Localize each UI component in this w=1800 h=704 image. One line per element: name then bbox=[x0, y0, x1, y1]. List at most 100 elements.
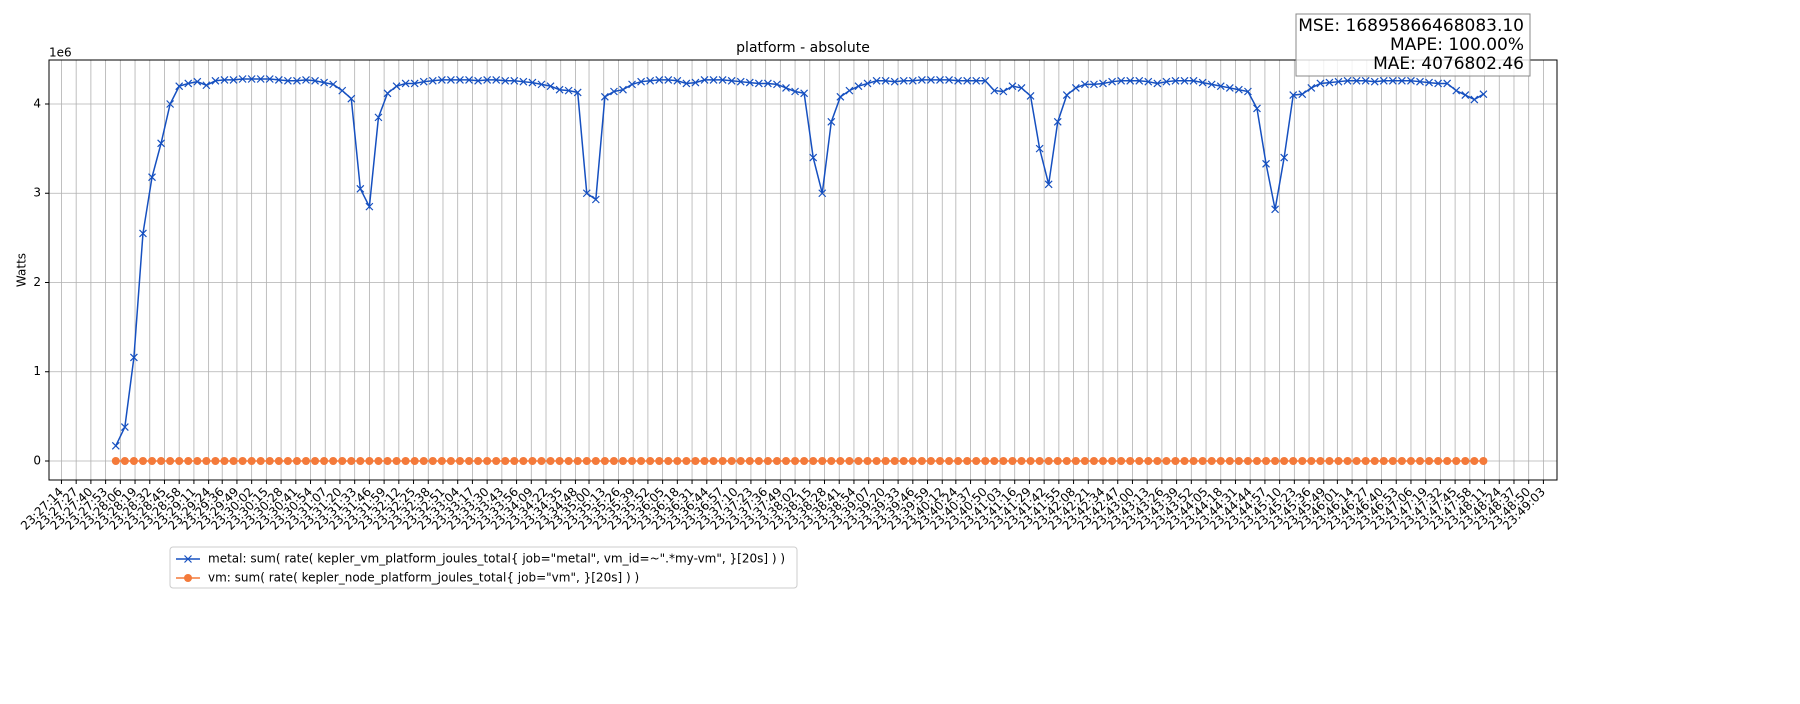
point-marker bbox=[1044, 456, 1053, 465]
point-marker bbox=[917, 75, 926, 84]
point-marker bbox=[419, 456, 428, 465]
point-marker bbox=[1379, 456, 1388, 465]
point-marker bbox=[727, 456, 736, 465]
point-marker bbox=[1099, 79, 1107, 88]
point-marker bbox=[1307, 456, 1316, 465]
point-marker bbox=[1243, 456, 1252, 465]
point-marker bbox=[890, 456, 899, 465]
point-marker bbox=[1379, 76, 1388, 85]
point-marker bbox=[329, 456, 338, 465]
point-marker bbox=[202, 81, 211, 90]
point-marker bbox=[899, 456, 908, 465]
point-marker bbox=[981, 456, 990, 465]
point-marker bbox=[682, 79, 691, 88]
point-marker bbox=[1108, 456, 1117, 465]
point-marker bbox=[990, 86, 999, 95]
point-marker bbox=[202, 456, 211, 465]
point-marker bbox=[1189, 76, 1198, 85]
point-marker bbox=[274, 75, 283, 84]
point-marker bbox=[383, 456, 392, 465]
point-marker bbox=[863, 79, 872, 88]
point-marker bbox=[220, 75, 229, 84]
point-marker bbox=[1407, 76, 1415, 85]
point-marker bbox=[157, 456, 166, 465]
point-marker bbox=[302, 75, 310, 84]
point-marker bbox=[1035, 144, 1044, 153]
point-marker bbox=[1062, 456, 1071, 465]
point-marker bbox=[854, 456, 863, 465]
point-marker bbox=[646, 76, 655, 85]
point-marker bbox=[365, 456, 374, 465]
point-marker bbox=[700, 456, 709, 465]
stats-text: MSE: 16895866468083.10 bbox=[1298, 16, 1524, 36]
point-marker bbox=[1289, 91, 1298, 99]
point-marker bbox=[836, 92, 845, 101]
point-marker bbox=[555, 456, 564, 465]
point-marker bbox=[148, 173, 156, 182]
point-marker bbox=[745, 456, 754, 465]
point-marker bbox=[990, 456, 999, 465]
point-marker bbox=[184, 79, 193, 88]
point-marker bbox=[772, 456, 781, 465]
point-marker bbox=[591, 456, 600, 465]
point-marker bbox=[419, 77, 428, 86]
point-marker bbox=[945, 75, 953, 84]
point-marker bbox=[410, 79, 419, 88]
point-marker bbox=[474, 76, 483, 85]
stats-box bbox=[1295, 13, 1531, 77]
point-marker bbox=[1361, 76, 1370, 85]
point-marker bbox=[510, 76, 519, 85]
point-marker bbox=[1434, 79, 1443, 88]
point-marker bbox=[773, 80, 781, 89]
point-marker bbox=[1171, 76, 1180, 85]
point-marker bbox=[908, 76, 917, 85]
point-marker bbox=[1352, 76, 1361, 85]
point-marker bbox=[229, 75, 238, 84]
point-marker bbox=[1370, 77, 1379, 86]
point-marker bbox=[1225, 456, 1234, 465]
point-marker bbox=[1053, 117, 1062, 126]
point-marker bbox=[492, 456, 501, 465]
point-marker bbox=[301, 456, 310, 465]
point-marker bbox=[927, 75, 935, 84]
point-marker bbox=[972, 456, 981, 465]
point-marker bbox=[800, 89, 809, 98]
point-marker bbox=[664, 456, 673, 465]
point-marker bbox=[1008, 82, 1017, 91]
chart-title: platform - absolute bbox=[736, 40, 870, 56]
point-marker bbox=[483, 75, 492, 84]
point-marker bbox=[1153, 456, 1162, 465]
point-marker bbox=[791, 456, 800, 465]
point-marker bbox=[247, 456, 256, 465]
point-marker bbox=[628, 80, 636, 89]
plot bbox=[111, 75, 1488, 465]
point-marker bbox=[646, 456, 655, 465]
point-marker bbox=[528, 78, 537, 87]
point-marker bbox=[827, 456, 836, 465]
point-marker bbox=[347, 456, 356, 465]
point-marker bbox=[1343, 456, 1352, 465]
point-marker bbox=[908, 456, 917, 465]
point-marker bbox=[410, 456, 419, 465]
point-marker bbox=[682, 456, 691, 465]
y-offset-label: 1e6 bbox=[49, 46, 72, 60]
point-marker bbox=[1062, 91, 1071, 99]
point-marker bbox=[754, 456, 763, 465]
point-marker bbox=[1135, 456, 1144, 465]
point-marker bbox=[401, 79, 410, 88]
point-marker bbox=[455, 456, 464, 465]
point-marker bbox=[537, 456, 546, 465]
point-marker bbox=[193, 77, 202, 86]
point-marker bbox=[926, 456, 935, 465]
point-marker bbox=[193, 456, 202, 465]
point-marker bbox=[338, 456, 347, 465]
point-marker bbox=[138, 456, 147, 465]
point-marker bbox=[1017, 84, 1026, 92]
grid bbox=[49, 60, 1557, 480]
point-marker bbox=[501, 456, 510, 465]
point-marker bbox=[1280, 456, 1289, 465]
point-marker bbox=[1026, 92, 1035, 100]
point-marker bbox=[1406, 456, 1415, 465]
point-marker bbox=[175, 456, 184, 465]
